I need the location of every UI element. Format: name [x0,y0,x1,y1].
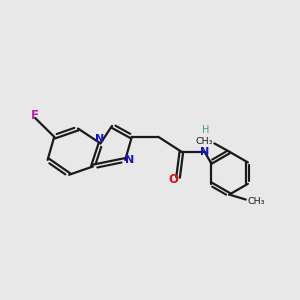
Text: F: F [31,109,39,122]
Text: CH₃: CH₃ [195,137,213,146]
Text: N: N [125,155,134,165]
Text: N: N [94,134,104,144]
Text: N: N [200,147,209,157]
Text: H: H [202,125,210,135]
Text: CH₃: CH₃ [248,197,265,206]
Text: O: O [169,173,179,186]
